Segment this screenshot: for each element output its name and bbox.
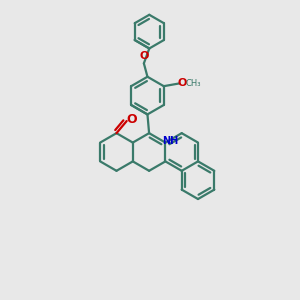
Text: CH₃: CH₃ bbox=[185, 79, 201, 88]
Text: O: O bbox=[126, 112, 137, 125]
Text: O: O bbox=[139, 51, 148, 62]
Text: NH: NH bbox=[162, 136, 178, 146]
Text: O: O bbox=[178, 78, 187, 88]
